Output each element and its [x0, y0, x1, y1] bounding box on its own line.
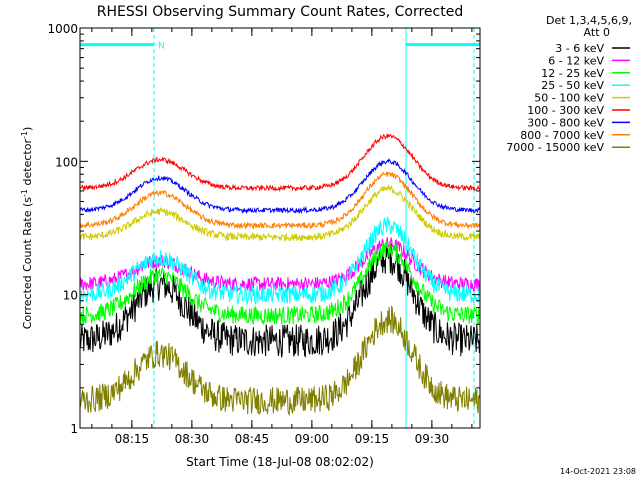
y-axis-label: Corrected Count Rate (s-1 detector-1)	[20, 127, 35, 330]
series-line-5	[79, 184, 481, 242]
series-line-9	[79, 305, 481, 416]
x-tick-label-0845: 08:45	[235, 432, 270, 446]
x-tick-label-0815: 08:15	[115, 432, 150, 446]
legend-label-4: 25 - 50 keV	[541, 79, 604, 92]
legend-label-7: 300 - 800 keV	[527, 116, 604, 129]
y-tick-label-1: 1	[70, 422, 78, 436]
x-axis-label: Start Time (18-Jul-08 08:02:02)	[186, 455, 374, 469]
x-tick-label-0830: 08:30	[175, 432, 210, 446]
legend-label-5: 50 - 100 keV	[534, 92, 604, 105]
plot-frame	[79, 27, 481, 429]
y-axis-label-sup2: -1	[20, 131, 29, 139]
timestamp-label: 14-Oct-2021 23:08	[560, 467, 636, 476]
chart-title: RHESSI Observing Summary Count Rates, Co…	[97, 4, 463, 20]
y-tick-label-100: 100	[55, 155, 78, 169]
y-axis-label-sup1: -1	[20, 189, 29, 197]
y-tick-label-1000: 1000	[47, 22, 78, 36]
axes: 1 10 100 1000 08:15 08:30 08:45 09:00 09:15 09:30	[47, 22, 481, 446]
plot-area: N	[79, 28, 481, 428]
legend-label-9: 7000 - 15000 keV	[506, 141, 604, 154]
event-bar-label-1: N	[158, 42, 165, 52]
series-line-3	[79, 240, 481, 326]
series-line-6	[79, 133, 481, 192]
x-tick-label-0915: 09:15	[355, 432, 390, 446]
x-tick-label-0930: 09:30	[415, 432, 450, 446]
legend-header-line2: Att 0	[584, 26, 610, 39]
series-line-1	[79, 242, 481, 359]
y-tick-label-10: 10	[63, 289, 78, 303]
legend-label-2: 6 - 12 keV	[548, 54, 604, 67]
x-tick-label-0900: 09:00	[295, 432, 330, 446]
series-line-8	[79, 171, 481, 230]
legend-label-1: 3 - 6 keV	[555, 42, 604, 55]
y-axis-label-part3: )	[21, 127, 34, 131]
legend-header-line1: Det 1,3,4,5,6,9,	[546, 14, 632, 27]
y-axis-label-part1: Corrected Count Rate (s	[21, 197, 34, 330]
legend-label-3: 12 - 25 keV	[541, 67, 604, 80]
legend-label-8: 800 - 7000 keV	[520, 129, 604, 142]
y-axis-label-part2: detector	[21, 139, 34, 189]
series-line-4	[79, 216, 481, 306]
series-line-7	[79, 157, 481, 215]
legend-label-6: 100 - 300 keV	[527, 104, 604, 117]
